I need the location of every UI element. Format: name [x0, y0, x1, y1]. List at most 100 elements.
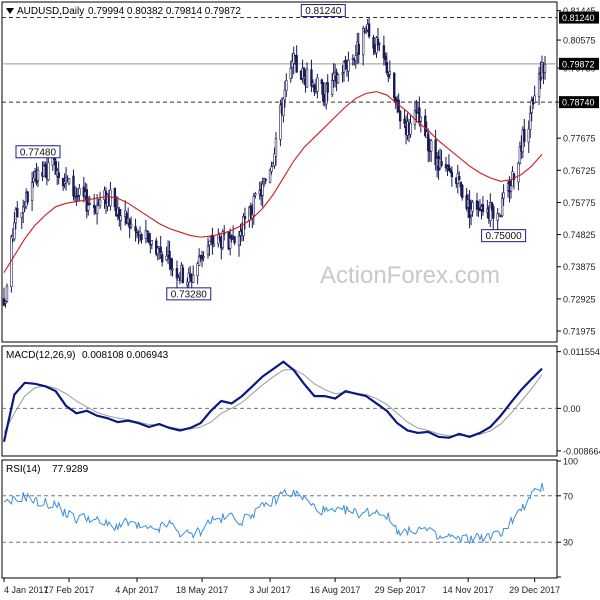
candle-body: [459, 181, 462, 188]
candle-body: [249, 205, 253, 217]
candle-body: [22, 206, 25, 213]
candle-body: [187, 272, 190, 283]
candle-body: [217, 234, 220, 245]
candle-body: [156, 247, 159, 255]
candle-body: [316, 77, 319, 92]
candle-body: [490, 201, 493, 209]
rsi-header-values: 77.9289: [52, 464, 89, 475]
candle-body: [322, 82, 325, 102]
rsi-line: [3, 482, 545, 545]
candle-body: [119, 215, 122, 221]
price-tick-label: 0.73875: [563, 262, 596, 272]
candle-body: [292, 53, 295, 64]
price-tick-label: 0.75775: [563, 198, 596, 208]
candle-body: [109, 189, 112, 207]
price-tick-label: 0.72925: [563, 294, 596, 304]
candle-body: [492, 206, 495, 219]
candle-body: [388, 71, 391, 75]
candle-body: [261, 183, 264, 196]
rsi-tick-label: 70: [563, 491, 573, 501]
candle-body: [382, 45, 386, 59]
rsi-header-label: RSI(14): [6, 464, 40, 475]
candle-body: [302, 67, 306, 78]
candle-body: [449, 169, 452, 173]
price-tick-label: 0.76725: [563, 166, 596, 176]
candle-body: [202, 256, 205, 258]
macd-header-label: MACD(12,26,9): [6, 350, 75, 361]
sma-line: [3, 91, 543, 273]
candle-body: [212, 243, 216, 247]
candle-body: [92, 204, 96, 208]
level-tag: [559, 96, 599, 109]
candle-body: [489, 202, 492, 221]
candle-body: [171, 268, 174, 271]
candle-body: [138, 231, 142, 236]
candle-body: [512, 173, 516, 180]
candle-body: [181, 267, 185, 284]
candle-body: [211, 235, 214, 246]
candle-body: [447, 164, 451, 171]
candle-body: [73, 195, 77, 198]
candle-body: [159, 246, 162, 253]
candle-body: [496, 213, 499, 221]
candle-body: [518, 146, 522, 164]
candle-body: [268, 169, 272, 183]
candle-body: [274, 138, 278, 157]
annotation-label: 0.77480: [20, 147, 57, 158]
price-tick-label: 0.77675: [563, 134, 596, 144]
macd-tick-label: 0.00: [563, 404, 581, 414]
moving-average: [3, 91, 543, 273]
candle-body: [475, 200, 479, 210]
candle-body: [186, 281, 189, 286]
candle-body: [285, 80, 288, 92]
dropdown-triangle-icon[interactable]: [6, 8, 14, 14]
date-tick-label: 29 Dec 2017: [509, 585, 560, 595]
candle-body: [192, 274, 195, 283]
price-axis: 0.814450.805750.797500.787400.776750.767…: [557, 6, 599, 337]
candle-body: [330, 80, 334, 95]
candle-body: [264, 178, 267, 181]
price-annotations: 0.81240 0.77480 0.73280 0.75000: [15, 4, 527, 301]
date-tick-label: 4 Jan 2017: [4, 585, 49, 595]
candle-body: [252, 195, 256, 216]
candle-body: [16, 207, 19, 217]
candle-body: [372, 37, 375, 49]
candle-body: [364, 30, 368, 33]
candle-body: [537, 73, 541, 98]
candle-body: [434, 139, 437, 166]
price-tick-label: 0.71975: [563, 327, 596, 337]
candle-body: [468, 199, 471, 218]
annotation-box: [15, 145, 61, 159]
candle-body: [30, 182, 34, 201]
annotation-box: [166, 287, 212, 301]
candle-body: [26, 191, 29, 203]
candle-body: [135, 231, 139, 234]
candle-body: [398, 110, 402, 122]
candle-body: [279, 104, 282, 140]
candle-body: [95, 205, 99, 215]
candle-body: [313, 84, 316, 93]
candle-body: [175, 268, 179, 279]
watermark-text: ActionForex.com: [320, 262, 500, 289]
level-tag-label: 0.81240: [562, 13, 595, 23]
candle-body: [305, 68, 309, 88]
candle-body: [481, 204, 485, 212]
candle-body: [165, 255, 168, 261]
candle-body: [543, 63, 547, 73]
candle-body: [273, 153, 276, 166]
candle-body: [384, 55, 387, 61]
candle-body: [4, 301, 7, 304]
date-tick-label: 16 Aug 2017: [310, 585, 361, 595]
candle-body: [361, 28, 365, 56]
candle-body: [376, 38, 380, 46]
date-tick-label: 14 Nov 2017: [443, 585, 494, 595]
candle-body: [32, 177, 35, 183]
candle-body: [283, 89, 287, 101]
candle-body: [54, 160, 57, 175]
candle-body: [424, 115, 427, 137]
candle-body: [20, 212, 23, 218]
rsi-lines: [2, 482, 557, 545]
candle-body: [254, 193, 257, 196]
